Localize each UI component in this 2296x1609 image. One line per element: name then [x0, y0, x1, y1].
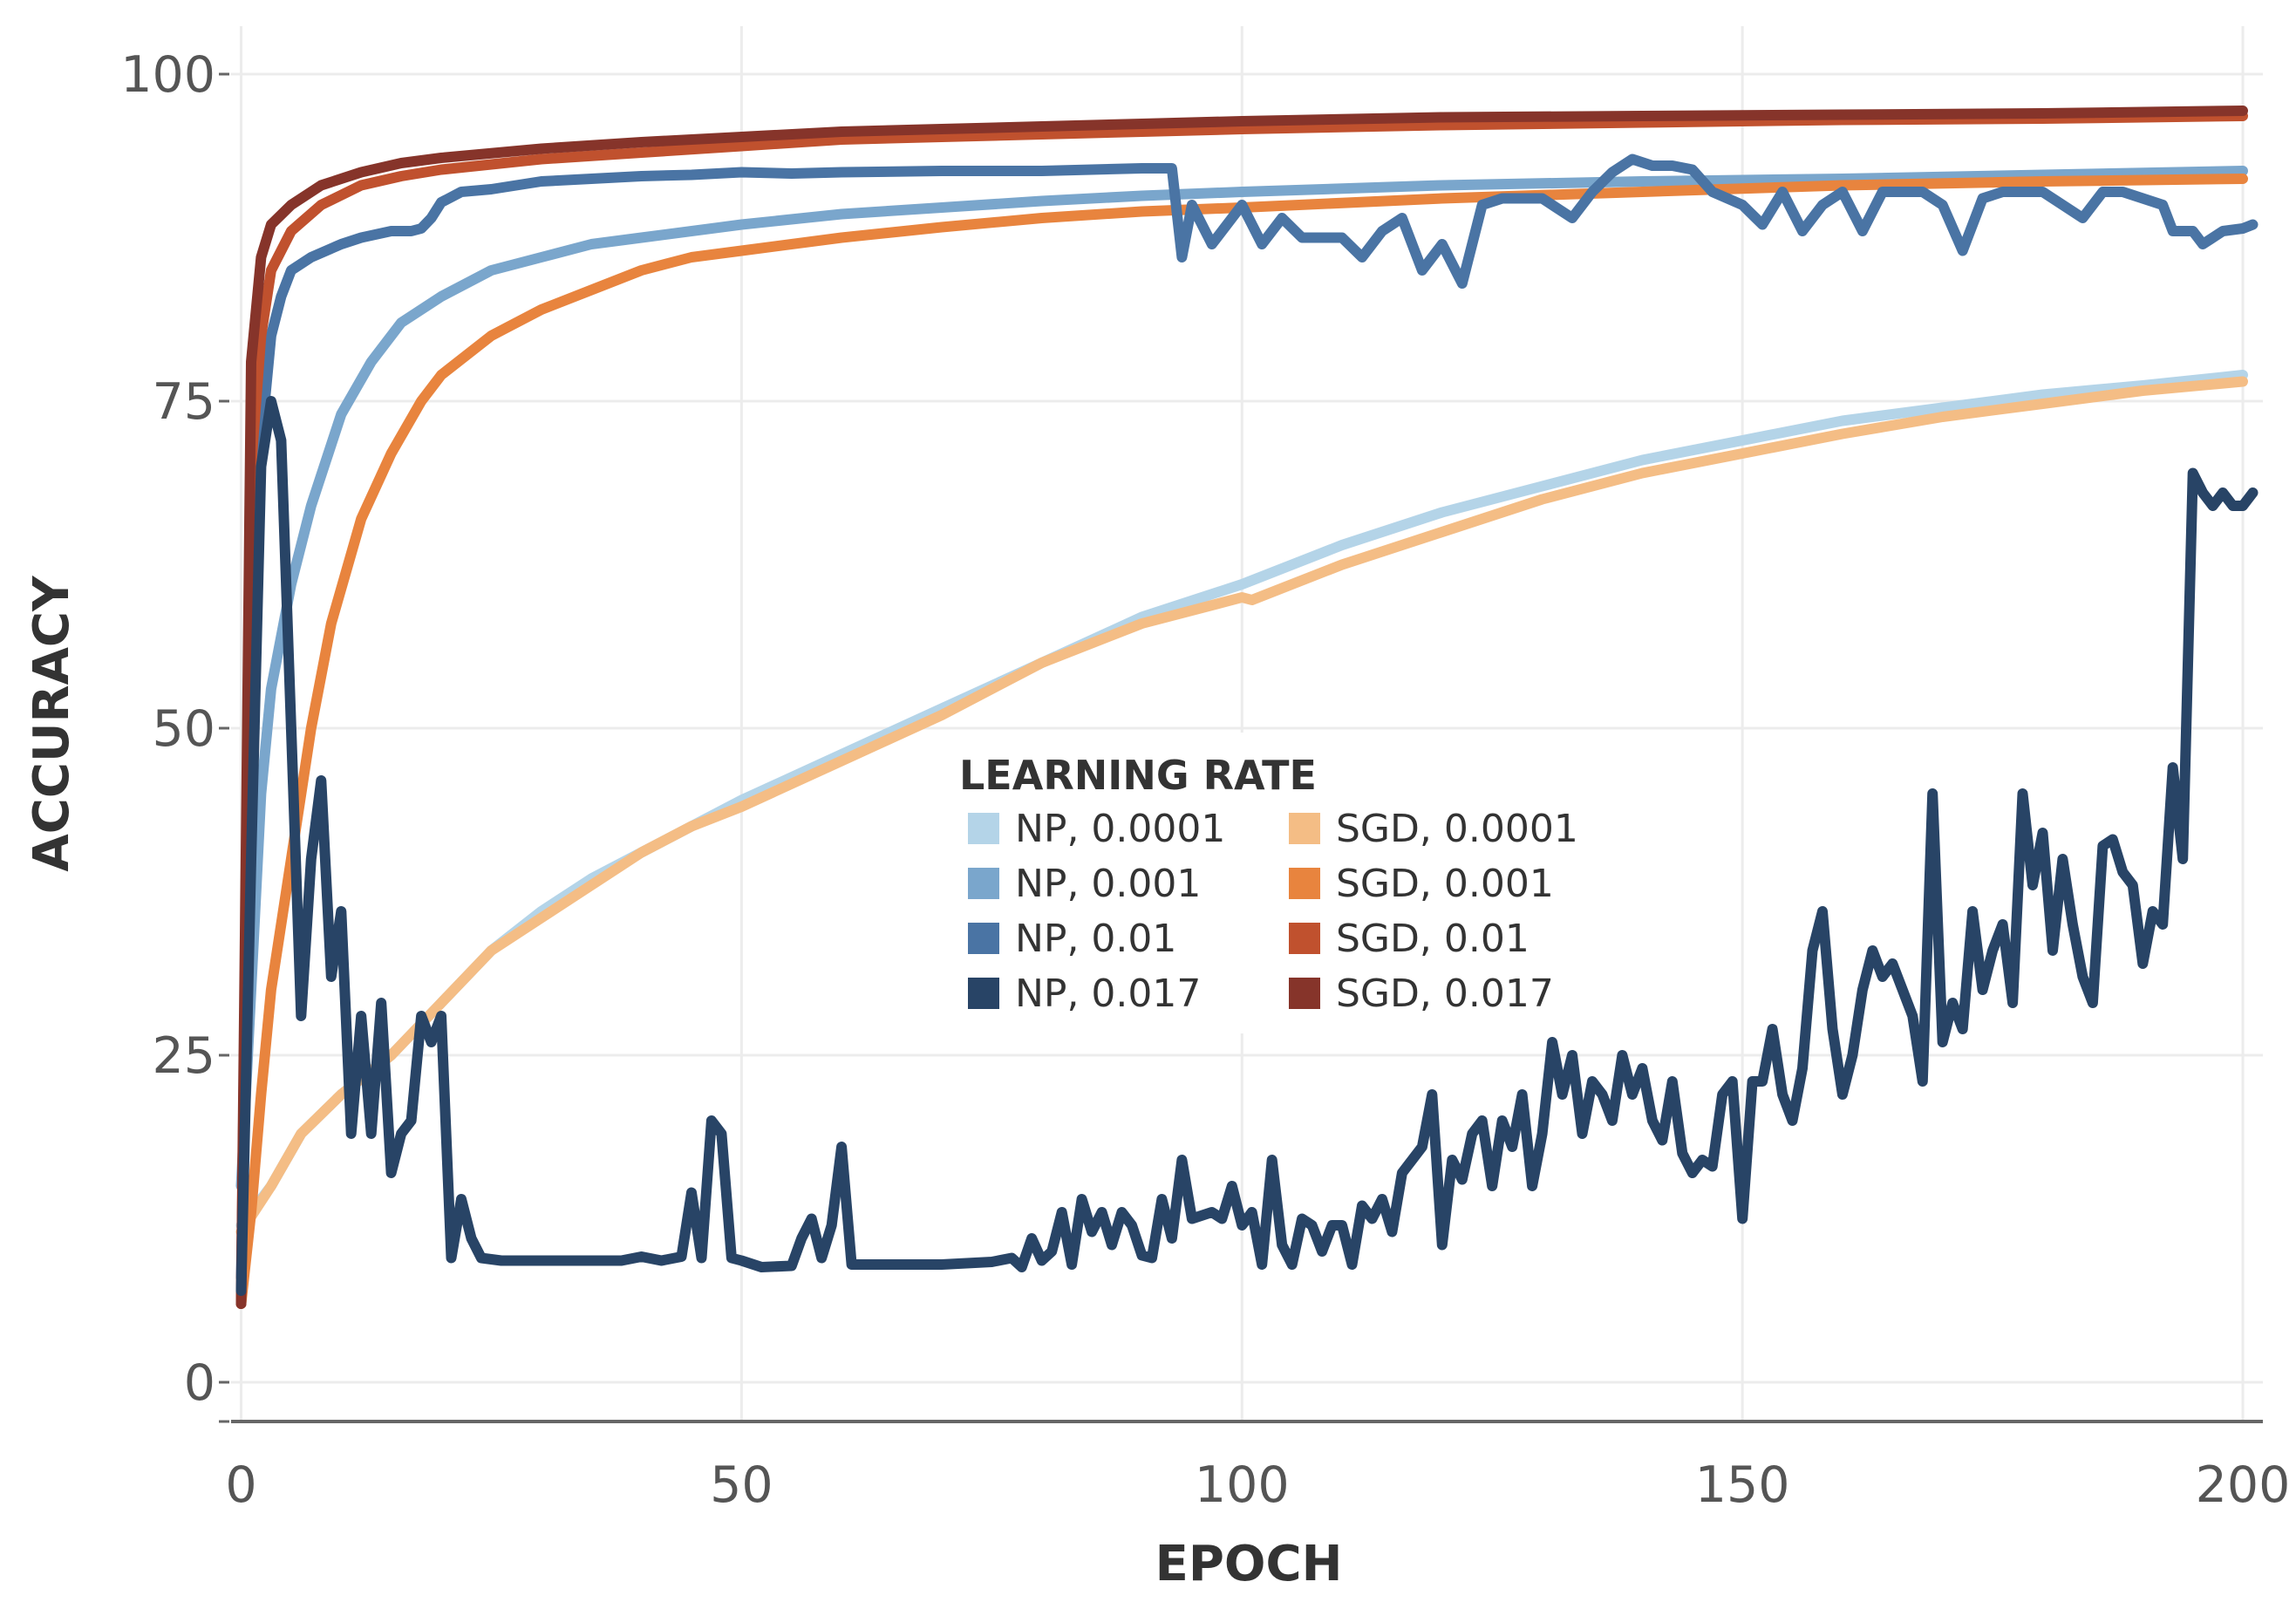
y-axis-title: ACCURACY	[24, 575, 80, 872]
legend-swatch-sgd-0-017	[1289, 978, 1320, 1009]
legend-swatch-sgd-0-01	[1289, 923, 1320, 954]
legend-swatch-sgd-0-0001	[1289, 813, 1320, 844]
legend-label-sgd-0-01: SGD, 0.01	[1336, 917, 1530, 961]
legend-label-sgd-0-0001: SGD, 0.0001	[1336, 807, 1578, 851]
legend-swatch-np-0-0001	[968, 813, 999, 844]
legend-label-np-0-001: NP, 0.001	[1015, 862, 1201, 906]
series-line-sgd-0-01	[235, 111, 2248, 1309]
series-line-sgd-0-017	[235, 106, 2248, 1309]
axes	[219, 72, 2263, 1423]
x-axis-title: EPOCH	[1155, 1536, 1343, 1592]
series-lines	[235, 106, 2259, 1309]
legend-swatch-np-0-01	[968, 923, 999, 954]
x-tick-label-150: 150	[1695, 1456, 1790, 1514]
y-tick-label-75: 75	[152, 373, 215, 431]
series-line-np-0-017	[235, 396, 2259, 1296]
legend-label-np-0-0001: NP, 0.0001	[1015, 807, 1225, 851]
legend-background	[942, 733, 1587, 1033]
series-line-np-0-01	[235, 153, 2259, 1283]
y-tick-label-0: 0	[184, 1354, 215, 1412]
legend-swatch-np-0-017	[968, 978, 999, 1009]
x-tick-label-0: 0	[225, 1456, 256, 1514]
grid-lines	[231, 26, 2263, 1422]
y-tick-label-25: 25	[152, 1027, 215, 1085]
y-tick-label-50: 50	[152, 700, 215, 758]
legend-label-np-0-01: NP, 0.01	[1015, 917, 1176, 961]
legend-items: NP, 0.0001 NP, 0.001 NP, 0.01 NP, 0.017 SGD,…	[968, 807, 1578, 1016]
legend-label-np-0-017: NP, 0.017	[1015, 972, 1201, 1016]
x-tick-label-50: 50	[710, 1456, 773, 1514]
legend-swatch-sgd-0-001	[1289, 868, 1320, 899]
x-tick-label-200: 200	[2196, 1456, 2291, 1514]
legend-title: LEARNING RATE	[959, 752, 1317, 799]
legend-swatch-np-0-001	[968, 868, 999, 899]
tick-labels: 0 25 50 75 100 0 50 100 150 200	[120, 46, 2290, 1514]
x-tick-label-100: 100	[1195, 1456, 1290, 1514]
legend-label-sgd-0-001: SGD, 0.001	[1336, 862, 1554, 906]
y-tick-label-100: 100	[120, 46, 215, 104]
legend-label-sgd-0-017: SGD, 0.017	[1336, 972, 1554, 1016]
